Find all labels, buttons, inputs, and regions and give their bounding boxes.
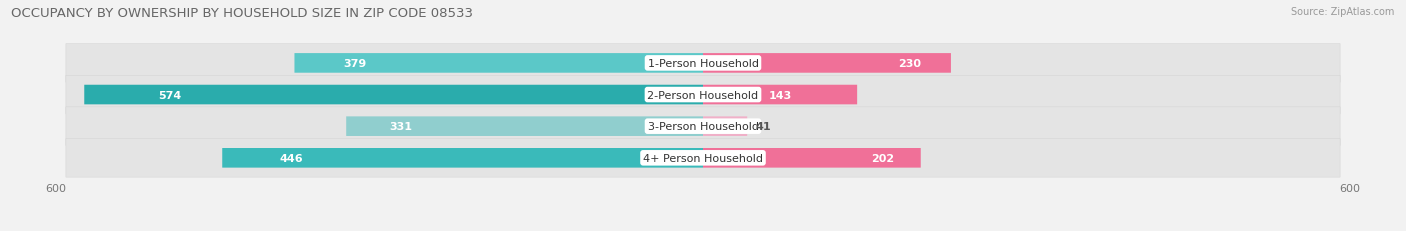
FancyBboxPatch shape	[84, 85, 703, 105]
Text: 230: 230	[898, 59, 921, 69]
Text: 574: 574	[159, 90, 181, 100]
FancyBboxPatch shape	[66, 139, 1340, 177]
Text: 2-Person Household: 2-Person Household	[647, 90, 759, 100]
Text: 446: 446	[280, 153, 304, 163]
Text: Source: ZipAtlas.com: Source: ZipAtlas.com	[1291, 7, 1395, 17]
FancyBboxPatch shape	[222, 148, 703, 168]
Text: 41: 41	[756, 122, 772, 132]
FancyBboxPatch shape	[66, 107, 1340, 146]
Text: 1-Person Household: 1-Person Household	[648, 59, 758, 69]
Text: 379: 379	[343, 59, 367, 69]
FancyBboxPatch shape	[346, 117, 703, 136]
FancyBboxPatch shape	[66, 76, 1340, 114]
Text: 331: 331	[389, 122, 412, 132]
Text: OCCUPANCY BY OWNERSHIP BY HOUSEHOLD SIZE IN ZIP CODE 08533: OCCUPANCY BY OWNERSHIP BY HOUSEHOLD SIZE…	[11, 7, 474, 20]
Text: 143: 143	[769, 90, 792, 100]
Text: 4+ Person Household: 4+ Person Household	[643, 153, 763, 163]
FancyBboxPatch shape	[66, 44, 1340, 83]
FancyBboxPatch shape	[703, 85, 858, 105]
FancyBboxPatch shape	[294, 54, 703, 73]
FancyBboxPatch shape	[703, 54, 950, 73]
Legend: Owner-occupied, Renter-occupied: Owner-occupied, Renter-occupied	[582, 228, 824, 231]
FancyBboxPatch shape	[703, 117, 747, 136]
Text: 202: 202	[872, 153, 894, 163]
FancyBboxPatch shape	[703, 148, 921, 168]
Text: 3-Person Household: 3-Person Household	[648, 122, 758, 132]
